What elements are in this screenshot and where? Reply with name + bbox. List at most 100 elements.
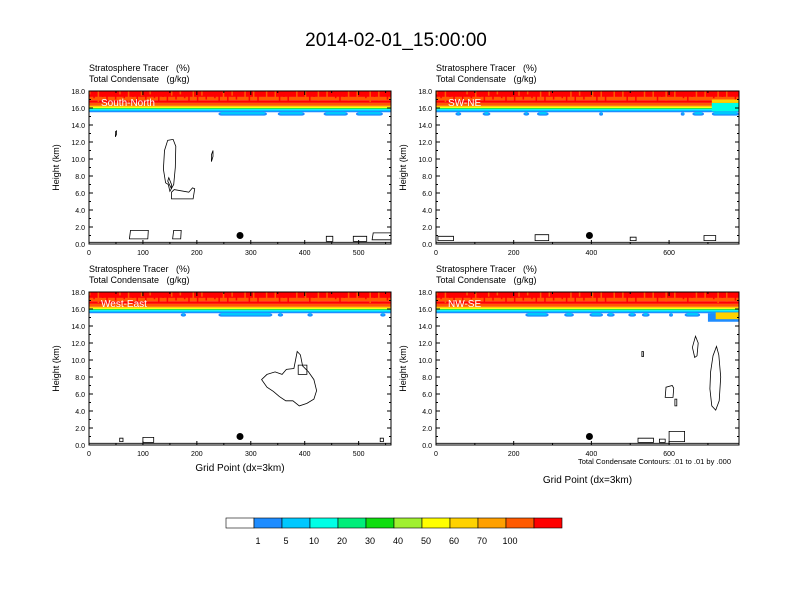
condensate-contour-5 [379,437,384,442]
condensate-contour-7 [172,230,182,240]
tracer-streak [626,91,628,103]
colorbar-label: 10 [309,536,319,546]
tracer-streak [252,91,255,97]
cross-section-label: SW-NE [448,98,481,109]
tracer-streak [110,91,113,96]
tracer-streak [119,91,121,95]
tracer-streak [261,292,264,297]
tracer-streak [248,292,251,304]
tracer-streak [373,292,376,298]
tracer-streak [613,292,615,301]
x-tick-label: 200 [191,451,203,458]
tracer-dip-inner-8 [686,312,699,316]
tracer-streak [149,292,151,296]
tracer-band-8 [89,108,391,110]
tracer-band-4 [436,102,739,106]
tracer-band-3 [436,301,739,304]
y-axis-label: Height (km) [51,345,61,392]
tracer-band-4 [436,303,739,307]
y-tick-label: 14.0 [71,123,85,130]
tracer-streak [218,91,220,103]
condensate-contour-10 [371,232,392,241]
y-tick-label: 6.0 [75,392,85,399]
tracer-streak [218,292,220,304]
tracer-streak [313,292,315,298]
tracer-streak [496,91,499,95]
tracer-streak [734,292,737,301]
tracer-streak [453,292,455,302]
tracer-streak [639,292,641,297]
contour-note: Total Condensate Contours: .01 to .01 by… [578,457,732,466]
panel-3-title-line2: Total Condensate (g/kg) [89,275,190,285]
tracer-streak [604,292,607,302]
tracer-streak [470,91,473,99]
x-tick-label: 400 [586,451,598,458]
y-tick-label: 2.0 [75,426,85,433]
y-tick-label: 8.0 [75,174,85,181]
y-axis-label: Height (km) [398,144,408,191]
tracer-streak [617,91,620,95]
tracer-streak [97,292,100,304]
tracer-streak [158,292,160,304]
colorbar-swatch [365,517,395,529]
figure-title: 2014-02-01_15:00:00 [305,30,487,51]
tracer-streak [500,91,503,99]
tracer-streak [513,91,516,101]
condensate-contour-1 [261,350,318,407]
tracer-band-8 [89,309,391,311]
tracer-streak [296,91,298,100]
tracer-streak [196,91,199,101]
tracer-streak [145,91,147,100]
colorbar-swatch [449,517,479,529]
tracer-streak [596,292,598,304]
tracer-streak [369,292,371,304]
y-tick-label: 16.0 [418,307,432,314]
tracer-streak [639,91,641,96]
tracer-streak [539,91,542,97]
tracer-streak [570,91,572,97]
tracer-streak [140,292,143,297]
y-tick-label: 10.0 [71,157,85,164]
tracer-band-9 [89,310,391,312]
tracer-streak [222,292,225,298]
tracer-streak [539,292,542,298]
tracer-streak [136,91,138,101]
colorbar: 1 5 10 20 30 40 50 60 70 100 [225,517,563,546]
tracer-band-7 [89,309,391,310]
tracer-dip-inner-4 [539,111,547,115]
tracer-streak [162,292,164,298]
tracer-band-6 [89,107,391,108]
colorbar-swatch [309,517,339,529]
tracer-streak [700,91,702,96]
tracer-streak [487,292,490,297]
tracer-dip-inner-2 [566,312,572,316]
tracer-band-9 [436,310,739,312]
tracer-edge-step [711,102,739,112]
y-tick-label: 16.0 [71,307,85,314]
tracer-streak [734,91,737,100]
tracer-dip-inner-2 [220,312,271,316]
tracer-dip-inner-3 [325,111,346,115]
tracer-dip-6 [680,112,685,116]
tracer-band-3 [436,100,739,103]
tracer-streak [287,292,289,302]
y-tick-label: 12.0 [71,341,85,348]
colorbar-label: 30 [365,536,375,546]
y-tick-label: 0.0 [422,443,432,450]
tracer-streak [548,91,551,96]
tracer-streak [461,292,464,301]
tracer-streak [278,91,281,103]
tracer-band-10 [89,311,391,314]
tracer-streak [317,292,320,302]
panel-1-title: Stratosphere Tracer (%) Total Condensate … [89,63,190,85]
condensate-contour-6 [128,230,149,240]
tracer-streak [535,292,538,304]
tracer-streak [652,91,654,99]
y-tick-label: 12.0 [418,341,432,348]
tracer-streak [678,91,680,95]
tracer-streak [209,292,212,296]
tracer-streak [617,292,620,296]
tracer-streak [270,292,272,296]
tracer-streak [687,91,689,103]
